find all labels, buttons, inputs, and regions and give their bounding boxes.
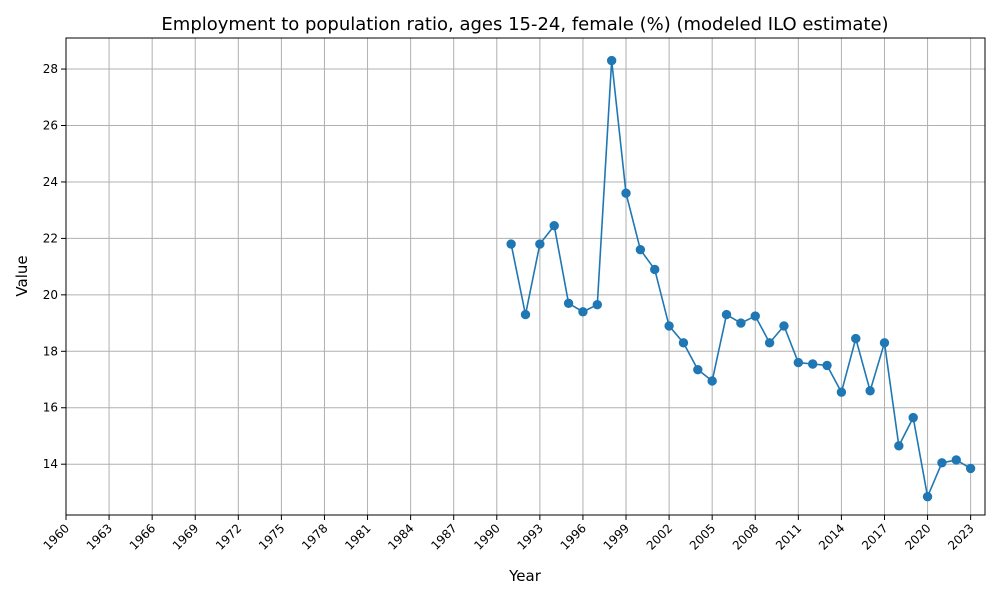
chart-title: Employment to population ratio, ages 15-… [161, 14, 888, 35]
x-tick-label: 1960 [41, 521, 72, 552]
data-point [937, 458, 947, 468]
x-tick-label: 1963 [84, 521, 115, 552]
x-tick-label: 2017 [859, 521, 890, 552]
x-tick-label: 1987 [428, 521, 459, 552]
data-point [621, 188, 631, 198]
x-tick-label: 1966 [127, 521, 158, 552]
data-point [578, 307, 588, 317]
y-tick-label: 22 [43, 231, 58, 245]
data-point [678, 338, 689, 348]
data-point [908, 412, 918, 423]
data-point [836, 387, 847, 397]
data-point [851, 333, 861, 344]
data-point [750, 311, 760, 321]
data-point [535, 239, 545, 249]
x-tick-label: 2002 [644, 521, 675, 552]
data-point [592, 300, 602, 310]
plot-frame [65, 37, 986, 516]
x-tick-label: 1969 [170, 521, 201, 552]
y-tick-label: 14 [43, 457, 58, 471]
data-point [965, 463, 976, 474]
x-axis-label: Year [508, 567, 542, 585]
x-tick-label: 1975 [256, 521, 287, 552]
series-layer [506, 55, 976, 502]
x-tick-label: 1993 [514, 521, 545, 552]
y-tick-label: 26 [43, 118, 58, 132]
data-point [879, 338, 890, 348]
x-tick-label: 2005 [687, 521, 718, 552]
data-point [894, 441, 904, 451]
data-point [650, 264, 660, 275]
x-tick-label: 1999 [601, 521, 632, 552]
data-point [664, 321, 674, 331]
data-point [707, 376, 717, 386]
x-tick-label: 1972 [213, 521, 244, 552]
x-tick-label: 1981 [342, 521, 373, 552]
data-point [635, 244, 646, 255]
data-point [606, 55, 617, 66]
x-tick-label: 2011 [773, 521, 804, 552]
y-tick-label: 24 [43, 175, 58, 189]
y-axis-ticks: 14 16 18 20 22 24 26 28 [43, 62, 66, 471]
x-tick-label: 1978 [299, 521, 330, 552]
data-point [922, 491, 933, 502]
x-axis-ticks: 1960 1963 1966 1969 1972 1975 1978 1981 1984 1987… [41, 515, 977, 553]
x-tick-label: 1996 [558, 521, 589, 552]
data-point [736, 318, 746, 328]
y-tick-label: 28 [43, 62, 58, 76]
x-tick-label: 1984 [385, 521, 416, 552]
y-tick-label: 16 [43, 401, 58, 415]
y-axis-label: Value [13, 255, 31, 296]
data-point [693, 364, 703, 375]
data-point [822, 360, 832, 371]
y-tick-label: 18 [43, 344, 58, 358]
data-point [563, 298, 574, 309]
data-point [506, 239, 516, 249]
x-tick-label: 2008 [730, 521, 761, 552]
data-point [520, 309, 531, 320]
data-point [951, 455, 961, 465]
x-tick-label: 1990 [471, 521, 502, 552]
x-tick-label: 2014 [816, 521, 847, 552]
grid-layer [65, 38, 985, 515]
data-point [807, 359, 818, 369]
data-point [779, 321, 789, 331]
data-point [793, 357, 804, 368]
data-point [721, 309, 732, 320]
data-point [549, 220, 559, 231]
data-point [764, 338, 775, 348]
x-tick-label: 2020 [902, 521, 933, 552]
x-tick-label: 2023 [945, 521, 976, 552]
y-tick-label: 20 [43, 288, 58, 302]
data-point [865, 386, 875, 396]
